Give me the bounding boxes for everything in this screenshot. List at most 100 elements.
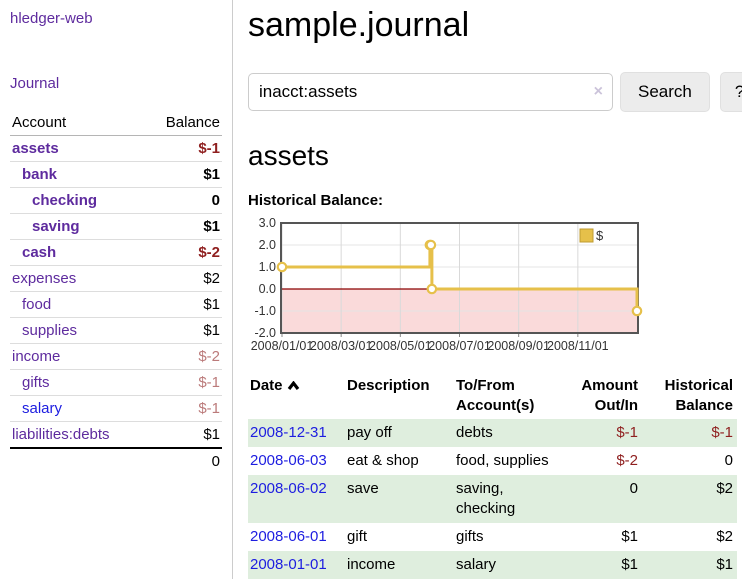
register-header-balance: Historical Balance [664, 377, 733, 414]
svg-text:-2.0: -2.0 [254, 326, 276, 340]
legend-label: $ [596, 228, 604, 243]
account-link-cash[interactable]: cash [22, 244, 57, 261]
transaction-date-link[interactable]: 2008-12-31 [250, 424, 327, 441]
account-heading: assets [248, 140, 329, 171]
svg-text:2.0: 2.0 [259, 238, 276, 252]
chart-svg: 2008/01/012008/03/012008/05/012008/07/01… [251, 217, 643, 353]
accounts-total-balance: 0 [144, 447, 222, 474]
account-balance: 0 [144, 187, 222, 214]
transaction-row: 2008-06-02 save saving, checking 0 $2 [248, 475, 737, 523]
accounts-table: Account Balance assets $-1 bank $1 checking 0… [10, 110, 222, 474]
historical-balance-chart: 2008/01/01 2008/03/01 2008/05/01 2008/07/01… [248, 217, 742, 357]
main-content: sample.journal × Search ? assets Histori… [233, 0, 742, 579]
account-row: salary $-1 [10, 395, 222, 422]
svg-text:2008/09/01: 2008/09/01 [487, 339, 550, 353]
transaction-description: save [347, 480, 379, 497]
account-balance: $-1 [144, 395, 222, 422]
svg-text:1.0: 1.0 [259, 260, 276, 274]
account-link-bank[interactable]: bank [22, 166, 58, 183]
account-link-supplies[interactable]: supplies [22, 322, 78, 339]
accounts-header-account: Account [10, 110, 145, 136]
transaction-balance: $1 [716, 556, 733, 573]
account-balance: $-1 [144, 135, 222, 162]
transaction-amount: $1 [621, 528, 638, 545]
account-row: cash $-2 [10, 239, 222, 266]
legend-swatch [579, 228, 594, 243]
transaction-row: 2008-01-01 income salary $1 $1 [248, 551, 737, 579]
search-input[interactable] [248, 73, 613, 111]
transaction-balance: $2 [716, 480, 733, 497]
accounts-total-row: 0 [10, 447, 222, 474]
account-row: income $-2 [10, 343, 222, 370]
transaction-row: 2008-06-03 eat & shop food, supplies $-2 0 [248, 447, 737, 475]
register-header-date[interactable]: Date [248, 373, 345, 419]
account-row: assets $-1 [10, 135, 222, 162]
account-row: supplies $1 [10, 317, 222, 344]
transaction-accounts: gifts [456, 528, 484, 545]
svg-text:2008/05/01: 2008/05/01 [369, 339, 432, 353]
transaction-row: 2008-06-01 gift gifts $1 $2 [248, 523, 737, 551]
page-title: sample.journal [248, 6, 470, 44]
data-point-marker [426, 283, 438, 295]
svg-text:2008/07/01: 2008/07/01 [428, 339, 491, 353]
chart-title: Historical Balance: [248, 192, 384, 209]
sidebar-item-journal[interactable]: Journal [10, 75, 60, 92]
svg-text:3.0: 3.0 [259, 217, 276, 230]
data-point-marker [425, 239, 437, 251]
register-header-accounts: To/From Account(s) [456, 377, 535, 414]
account-link-gifts[interactable]: gifts [22, 374, 50, 391]
svg-text:2008/11/01: 2008/11/01 [547, 339, 609, 353]
transaction-amount: $-2 [616, 452, 638, 469]
transaction-date-link[interactable]: 2008-06-01 [250, 528, 327, 545]
transaction-description: pay off [347, 424, 392, 441]
transaction-amount: $1 [621, 556, 638, 573]
account-balance: $1 [144, 291, 222, 318]
register-table: Date Description To/From Account(s) Amou… [248, 373, 737, 579]
account-row: checking 0 [10, 187, 222, 214]
transaction-date-link[interactable]: 2008-06-02 [250, 480, 327, 497]
account-balance: $-1 [144, 369, 222, 396]
account-link-liabilities-debts[interactable]: liabilities:debts [12, 426, 110, 443]
account-link-food[interactable]: food [22, 296, 52, 313]
transaction-description: gift [347, 528, 368, 545]
account-link-saving[interactable]: saving [32, 218, 80, 235]
transaction-description: eat & shop [347, 452, 419, 469]
help-button[interactable]: ? [719, 72, 742, 112]
account-row: expenses $2 [10, 265, 222, 292]
account-balance: $2 [144, 265, 222, 292]
transaction-amount: 0 [629, 480, 638, 497]
sort-ascending-icon [287, 380, 299, 390]
search-button[interactable]: Search [620, 72, 710, 112]
account-link-assets[interactable]: assets [12, 140, 59, 157]
transaction-date-link[interactable]: 2008-06-03 [250, 452, 327, 469]
transaction-amount: $-1 [616, 424, 638, 441]
svg-text:2008/03/01: 2008/03/01 [310, 339, 373, 353]
account-balance: $-2 [144, 239, 222, 266]
account-balance: $1 [144, 213, 222, 240]
account-link-expenses[interactable]: expenses [12, 270, 77, 287]
svg-text:2008/01/01: 2008/01/01 [251, 339, 314, 353]
account-balance: $1 [144, 317, 222, 344]
account-row: liabilities:debts $1 [10, 421, 222, 448]
transaction-row: 2008-12-31 pay off debts $-1 $-1 [248, 419, 737, 447]
transaction-balance: 0 [724, 452, 733, 469]
brand-link[interactable]: hledger-web [10, 10, 93, 27]
transaction-balance: $-1 [711, 424, 733, 441]
svg-text:0.0: 0.0 [259, 282, 276, 296]
account-balance: $1 [144, 161, 222, 188]
search-form: × Search ? [248, 72, 742, 112]
account-link-checking[interactable]: checking [32, 192, 98, 209]
account-link-income[interactable]: income [12, 348, 61, 365]
register-header-amount: Amount Out/In [581, 377, 638, 414]
transaction-date-link[interactable]: 2008-01-01 [250, 556, 327, 573]
transaction-accounts: salary [456, 556, 497, 573]
account-row: food $1 [10, 291, 222, 318]
register-header-description: Description [347, 377, 430, 394]
clear-search-icon[interactable]: × [593, 83, 603, 100]
search-box: × [248, 73, 613, 111]
account-balance: $-2 [144, 343, 222, 370]
transaction-balance: $2 [716, 528, 733, 545]
account-link-salary[interactable]: salary [22, 400, 63, 417]
account-row: bank $1 [10, 161, 222, 188]
